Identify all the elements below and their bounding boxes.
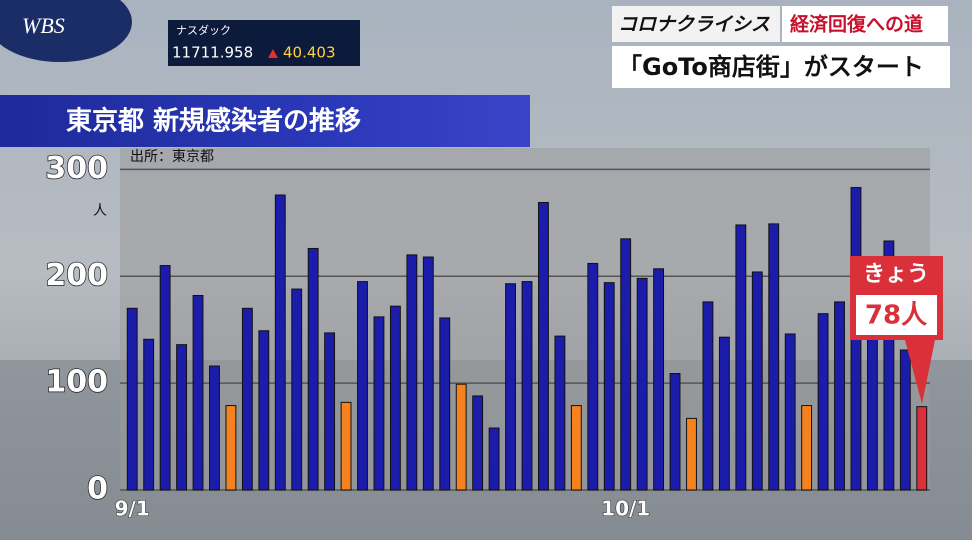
bar	[291, 288, 303, 491]
bar	[751, 271, 763, 491]
bar	[735, 224, 747, 491]
bar	[241, 307, 253, 491]
y-tick-label: 100	[45, 365, 108, 400]
bar	[209, 365, 220, 491]
y-unit: 人	[93, 203, 107, 219]
bar	[307, 247, 319, 491]
bar	[192, 294, 204, 491]
bar	[702, 301, 714, 491]
bar	[340, 401, 352, 491]
bar	[439, 317, 451, 491]
up-arrow	[268, 49, 278, 58]
y-tick-label: 0	[87, 472, 108, 507]
bar	[834, 301, 845, 491]
bar	[899, 349, 911, 491]
title-banner	[0, 95, 530, 147]
bar	[587, 262, 599, 491]
bar	[472, 395, 484, 491]
bar	[126, 307, 138, 491]
bar	[176, 344, 188, 491]
chart-title: 東京都 新規感染者の推移	[66, 106, 361, 137]
y-tick-label: 200	[45, 258, 108, 293]
logo-bg	[0, 0, 132, 62]
series-title: コロナクライシス	[618, 14, 770, 36]
bar	[159, 265, 171, 491]
bar	[636, 277, 648, 491]
annotation-pointer	[905, 340, 935, 404]
bar	[406, 254, 418, 491]
annotation-label: きょう	[863, 262, 929, 287]
bar	[916, 406, 928, 491]
bar	[389, 305, 401, 491]
bar	[620, 238, 632, 491]
bar	[669, 373, 681, 491]
bar	[570, 405, 582, 491]
bar	[653, 268, 665, 491]
bar	[521, 281, 533, 491]
bar	[324, 332, 336, 491]
series-subtitle-bg	[782, 6, 948, 42]
bar	[505, 283, 516, 491]
market-change: 40.403	[283, 44, 336, 62]
headline-bg	[612, 46, 950, 88]
bar	[883, 240, 895, 491]
bar	[538, 202, 549, 491]
annotation-inner	[856, 295, 937, 335]
logo: WBS	[22, 13, 65, 38]
series-subtitle: 経済回復への道	[790, 13, 923, 36]
bar	[554, 335, 566, 491]
bar	[686, 417, 697, 491]
series-title-bg	[612, 6, 780, 42]
annotation-value: 78人	[865, 301, 927, 331]
headline: 「GoTo商店街」がスタート	[618, 53, 924, 81]
bar	[784, 333, 796, 491]
bar	[357, 281, 368, 491]
market-name: ナスダック	[176, 23, 231, 37]
ticker-bg	[168, 20, 360, 66]
y-tick-label: 300	[45, 151, 108, 186]
bar	[801, 405, 813, 491]
market-value: 11711.958	[172, 44, 253, 62]
bar	[718, 336, 730, 491]
bar	[143, 338, 155, 491]
x-tick-label: 10/1	[601, 497, 650, 521]
bar	[225, 405, 237, 491]
bar	[274, 194, 286, 491]
bar	[422, 256, 434, 491]
bar	[455, 383, 467, 491]
bar	[768, 223, 780, 491]
bar	[817, 313, 829, 491]
bar	[373, 316, 385, 491]
x-tick-label: 9/1	[115, 497, 150, 521]
bar	[488, 427, 500, 491]
bar	[603, 282, 615, 491]
bar	[258, 330, 270, 491]
source: 出所：東京都	[130, 149, 214, 165]
